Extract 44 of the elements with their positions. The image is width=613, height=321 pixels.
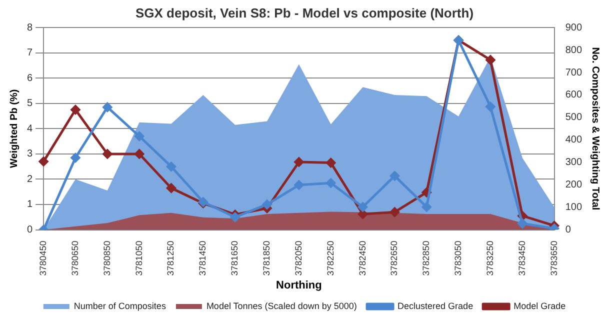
x-tick-label: 3781650 <box>230 240 240 276</box>
x-tick-label: 3781050 <box>134 240 144 276</box>
y-tick-label: 4 <box>27 123 33 134</box>
y-tick-label: 5 <box>27 98 33 110</box>
x-tick-label: 3782050 <box>293 240 304 276</box>
y-axis-title: Weighted Pb (%) <box>8 89 20 168</box>
y2-tick-label: 400 <box>565 134 582 146</box>
y2-tick-label: 300 <box>565 157 582 168</box>
x-tick-label: 3782850 <box>421 240 432 276</box>
x-tick-label: 3781450 <box>198 240 208 276</box>
y-tick-label: 3 <box>27 148 33 160</box>
y2-tick-label: 0 <box>565 224 572 236</box>
y-tick-label: 6 <box>27 72 33 84</box>
y2-tick-label: 200 <box>565 180 582 191</box>
chart-title: SGX deposit, Vein S8: Pb - Model vs composite (North) <box>135 5 474 20</box>
y2-tick-label: 700 <box>565 67 582 78</box>
x-tick-label: 3782650 <box>389 240 400 276</box>
y2-tick-label: 800 <box>565 44 582 56</box>
y2-tick-label: 100 <box>565 202 582 214</box>
y2-tick-label: 900 <box>565 22 582 34</box>
x-tick-label: 3780450 <box>38 240 48 276</box>
legend-label: Declustered Grade <box>398 300 474 311</box>
x-tick-label: 3782250 <box>325 240 336 276</box>
y-tick-label: 0 <box>27 224 33 236</box>
y-tick-label: 1 <box>27 199 33 210</box>
x-tick-label: 3781250 <box>166 240 176 276</box>
x-tick-label: 3780850 <box>102 240 112 276</box>
y2-tick-label: 600 <box>565 90 582 101</box>
y-tick-label: 7 <box>27 48 33 59</box>
legend-label: Model Tonnes (Scaled down by 5000) <box>206 300 357 311</box>
legend-label: Number of Composites <box>74 300 166 311</box>
y2-tick-label: 500 <box>565 112 582 124</box>
x-tick-label: 3783050 <box>453 240 464 276</box>
y-tick-label: 2 <box>27 174 33 185</box>
x-axis-title: Northing <box>276 279 322 292</box>
legend-label: Model Grade <box>514 300 566 311</box>
x-tick-label: 3783450 <box>516 240 527 276</box>
x-tick-label: 3780650 <box>70 240 80 276</box>
x-tick-label: 3781850 <box>262 240 272 276</box>
y2-axis-title: No. Composites & Weighting Total <box>589 47 600 210</box>
x-tick-label: 3783250 <box>484 240 495 276</box>
x-tick-label: 3782450 <box>357 240 368 276</box>
y-tick-label: 8 <box>27 22 33 34</box>
x-tick-label: 3783650 <box>548 240 559 276</box>
